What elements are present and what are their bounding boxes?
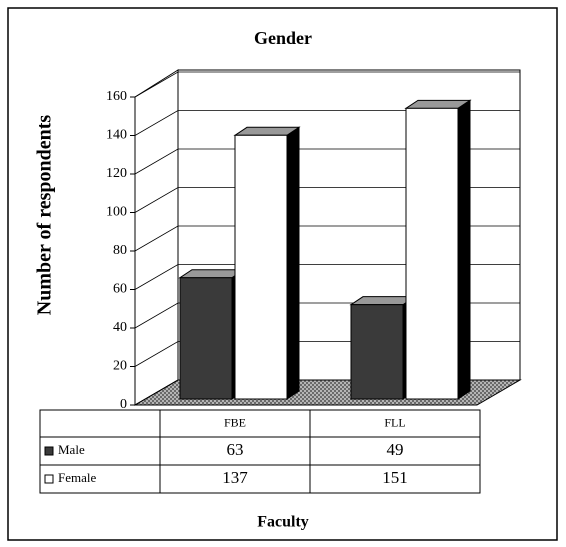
- bar-top: [178, 269, 246, 279]
- grid-line: [134, 71, 520, 98]
- y-tick-label: 0: [120, 397, 127, 412]
- bar-top: [233, 126, 301, 136]
- table-value: 137: [222, 468, 248, 487]
- legend-key: [44, 474, 54, 484]
- bar-side: [286, 126, 300, 400]
- y-tick-label: 60: [113, 282, 127, 297]
- table-value: 151: [382, 468, 408, 487]
- data-table: [39, 409, 481, 494]
- legend-label: Male: [58, 442, 85, 457]
- bar: [234, 134, 288, 400]
- y-tick-label: 160: [106, 89, 127, 104]
- table-border: [39, 409, 481, 494]
- y-tick-label: 100: [106, 205, 127, 220]
- bar-side: [457, 99, 471, 400]
- bar: [350, 304, 404, 400]
- bar-top: [349, 296, 417, 306]
- table-value: 63: [227, 440, 244, 459]
- x-tick-label: FLL: [384, 415, 405, 429]
- y-axis-label: Number of respondents: [34, 115, 56, 316]
- y-tick-label: 20: [113, 359, 127, 374]
- x-tick-label: FBE: [224, 415, 246, 429]
- chart-title: Gender: [254, 28, 312, 48]
- table-value: 49: [387, 440, 404, 459]
- legend-key: [44, 446, 54, 456]
- bar: [179, 277, 233, 400]
- side-wall: [134, 69, 179, 406]
- y-tick-label: 80: [113, 243, 127, 258]
- y-tick-label: 40: [113, 320, 127, 335]
- y-tick-label: 120: [106, 166, 127, 181]
- legend-label: Female: [58, 470, 96, 485]
- x-axis-label: Faculty: [257, 514, 309, 531]
- bar: [405, 107, 459, 400]
- bar-top: [404, 99, 472, 109]
- y-tick-label: 140: [106, 128, 127, 143]
